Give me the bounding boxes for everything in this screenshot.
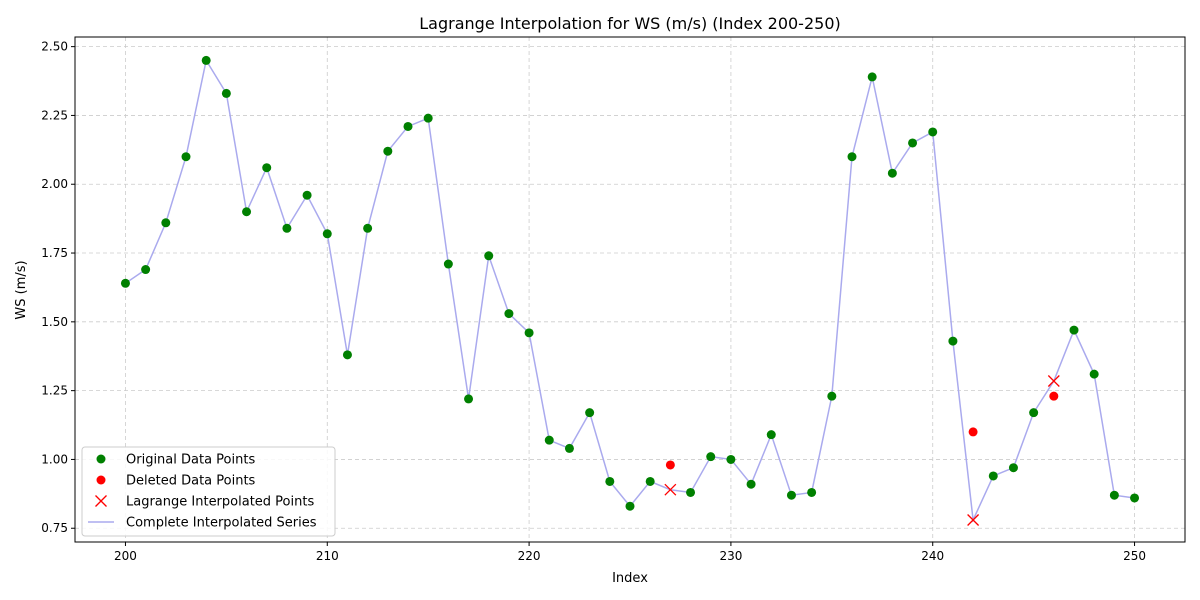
chart-title: Lagrange Interpolation for WS (m/s) (Ind… (419, 14, 840, 33)
x-marker-stroke (967, 514, 980, 526)
legend-marker-deleted (96, 475, 106, 485)
x-tick-label: 210 (316, 549, 339, 563)
lagrange-interpolated-point (967, 514, 980, 526)
original-data-point (161, 218, 171, 228)
original-data-point (867, 72, 877, 82)
original-data-point (342, 350, 352, 360)
original-data-point (363, 223, 373, 233)
original-data-point (585, 408, 595, 418)
original-data-point (484, 251, 494, 261)
y-tick-label: 2.25 (41, 108, 68, 122)
original-data-point (706, 452, 716, 462)
original-data-point (322, 229, 332, 239)
original-data-point (524, 328, 534, 338)
original-data-point (645, 476, 655, 486)
x-tick-label: 220 (518, 549, 541, 563)
original-data-point (403, 121, 413, 131)
original-data-point (1008, 463, 1018, 473)
original-data-point (887, 168, 897, 178)
original-data-point (908, 138, 918, 148)
original-data-point (221, 88, 231, 98)
original-data-point (383, 146, 393, 156)
original-data-point (423, 113, 433, 123)
legend-label: Deleted Data Points (126, 474, 256, 489)
points-layer (120, 55, 1140, 526)
original-data-point (181, 152, 191, 162)
legend-marker-interpolated (95, 495, 107, 507)
lagrange-interpolated-point (1047, 375, 1060, 387)
legend-box (81, 446, 336, 537)
y-tick-label: 1.00 (41, 452, 68, 466)
original-data-point (302, 190, 312, 200)
plot-frame (74, 36, 1186, 543)
original-data-point (605, 476, 615, 486)
original-data-point (625, 501, 635, 511)
original-data-point (242, 207, 252, 217)
x-tick-label: 230 (719, 549, 742, 563)
original-data-point (766, 430, 776, 440)
legend-marker-original (96, 454, 106, 464)
original-data-point (282, 223, 292, 233)
original-data-point (1089, 369, 1099, 379)
original-data-point (443, 259, 453, 269)
original-data-point (988, 471, 998, 481)
x-tick-label: 240 (921, 549, 944, 563)
deleted-data-point (968, 427, 978, 437)
y-tick-label: 2.00 (41, 177, 68, 191)
original-data-point (120, 278, 130, 288)
legend-label: Original Data Points (126, 453, 255, 468)
legend-label: Complete Interpolated Series (126, 516, 317, 531)
original-data-point (807, 487, 817, 497)
original-data-point (564, 443, 574, 453)
x-tick-label: 250 (1123, 549, 1146, 563)
x-marker-stroke (95, 495, 107, 507)
original-data-point (201, 55, 211, 65)
original-data-point (1069, 325, 1079, 335)
x-marker-stroke (664, 483, 677, 496)
original-data-point (928, 127, 938, 137)
x-marker-stroke (1047, 375, 1060, 387)
original-data-point (1130, 493, 1140, 503)
original-data-point (686, 487, 696, 497)
original-data-point (464, 394, 474, 404)
original-data-point (847, 152, 857, 162)
original-data-point (544, 435, 554, 445)
original-data-point (786, 490, 796, 500)
original-data-point (504, 309, 514, 319)
original-data-point (1109, 490, 1119, 500)
y-axis-label: WS (m/s) (14, 260, 29, 319)
axes: 200 210 220 230 240 250 0.75 1.00 1.25 1.50 1.75 2.… (41, 40, 1146, 563)
x-axis-label: Index (612, 571, 648, 586)
legend-label: Lagrange Interpolated Points (126, 495, 314, 510)
deleted-data-point (1049, 391, 1059, 401)
legend: Original Data Points Deleted Data Points L… (81, 446, 336, 537)
lagrange-interpolated-point (664, 483, 677, 496)
y-tick-label: 1.50 (41, 315, 68, 329)
y-tick-label: 0.75 (41, 521, 68, 535)
original-data-point (262, 163, 272, 173)
y-tick-label: 1.75 (41, 246, 68, 260)
original-data-point (746, 479, 756, 489)
original-data-point (1029, 408, 1039, 418)
y-tick-label: 1.25 (41, 384, 68, 398)
deleted-data-point (665, 460, 675, 470)
original-data-point (948, 336, 958, 346)
original-data-point (141, 265, 151, 275)
original-data-point (726, 454, 736, 464)
original-data-point (827, 391, 837, 401)
x-tick-label: 200 (114, 549, 137, 563)
y-tick-label: 2.50 (41, 40, 68, 54)
